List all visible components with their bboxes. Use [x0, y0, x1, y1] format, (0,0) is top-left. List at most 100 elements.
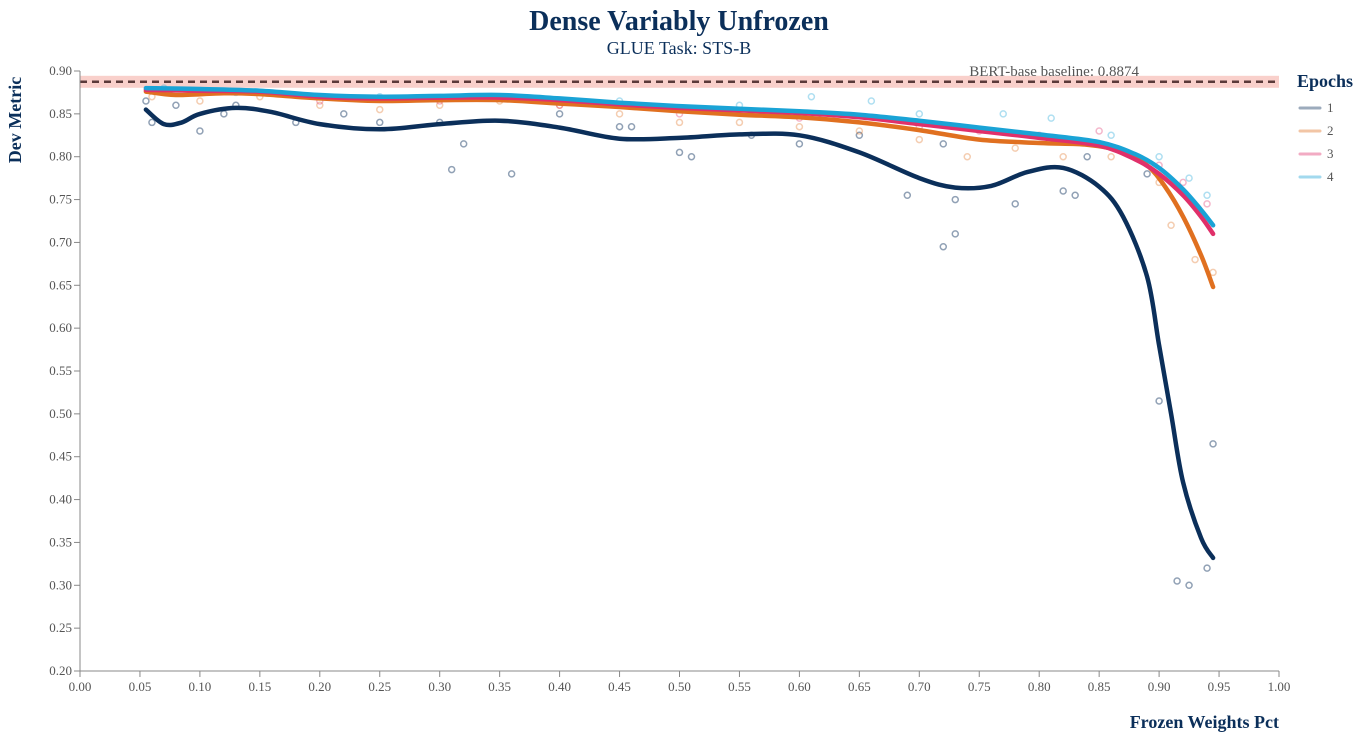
chart-title: Dense Variably Unfrozen	[529, 6, 829, 37]
scatter-point-epoch-2	[615, 110, 624, 118]
scatter-point-epoch-2	[316, 101, 324, 110]
trend-line-epoch-1	[143, 105, 1216, 561]
scatter-point-epoch-1	[1083, 152, 1091, 161]
scatter-point-epoch-1	[196, 127, 204, 135]
x-tick-label: 0.00	[69, 679, 92, 694]
scatter-point-epoch-1	[172, 101, 180, 110]
scatter-point-epoch-1	[951, 195, 960, 204]
baseline	[80, 75, 1279, 88]
y-tick-label: 0.70	[49, 234, 72, 249]
scatter-point-epoch-1	[615, 122, 624, 131]
scatter-point-epoch-4	[807, 92, 816, 101]
scatter-point-epoch-4	[1203, 191, 1211, 200]
scatter-point-epoch-2	[795, 122, 804, 131]
scatter-point-epoch-2	[675, 118, 684, 127]
y-tick-label: 0.50	[49, 406, 72, 421]
scatter-point-epoch-1	[340, 110, 348, 118]
scatter-point-epoch-2	[376, 105, 384, 114]
scatter-point-epoch-4	[999, 110, 1007, 118]
x-tick-label: 0.50	[668, 679, 691, 694]
y-tick-label: 0.60	[49, 320, 72, 335]
x-tick-label: 0.45	[608, 679, 631, 694]
trend-lines	[143, 85, 1216, 561]
x-tick-label: 0.35	[488, 679, 511, 694]
legend-label-epoch-3: 3	[1327, 146, 1334, 161]
scatter-point-epoch-1	[1071, 191, 1079, 200]
x-tick-label: 0.90	[1148, 679, 1171, 694]
scatter-point-epoch-2	[1059, 152, 1067, 161]
x-axis-label: Frozen Weights Pct	[1130, 712, 1279, 732]
scatter-point-epoch-1	[142, 97, 150, 105]
y-tick-label: 0.25	[49, 620, 72, 635]
y-tick-label: 0.30	[49, 577, 72, 592]
scatter-point-epoch-1	[1209, 440, 1217, 448]
scatter-point-epoch-1	[376, 118, 384, 127]
scatter-point-epoch-2	[915, 135, 924, 144]
scatter-point-epoch-4	[1047, 114, 1055, 122]
scatter-point-epoch-1	[1203, 564, 1211, 572]
x-tick-label: 0.80	[1028, 679, 1051, 694]
scatter-point-epoch-2	[1107, 152, 1115, 161]
y-tick-label: 0.80	[49, 149, 72, 164]
scatter-point-epoch-2	[735, 118, 744, 127]
scatter-point-epoch-4	[1107, 131, 1115, 140]
scatter-point-epoch-4	[1185, 174, 1193, 182]
scatter-point-epoch-1	[447, 165, 456, 174]
scatter-point-epoch-1	[1173, 577, 1181, 585]
x-tick-label: 0.25	[368, 679, 391, 694]
scatter-point-epoch-1	[939, 242, 948, 251]
x-tick-label: 0.75	[968, 679, 991, 694]
y-tick-label: 0.40	[49, 492, 72, 507]
x-tick-label: 0.05	[129, 679, 152, 694]
scatter-point-epoch-2	[1011, 144, 1019, 152]
x-tick-label: 0.65	[848, 679, 871, 694]
y-tick-label: 0.45	[49, 449, 72, 464]
scatter-point-epoch-1	[939, 140, 948, 148]
baseline-band	[80, 75, 1279, 88]
scatter-point-epoch-1	[1143, 170, 1151, 178]
legend: Epochs 1 2 3 4	[1297, 71, 1353, 184]
legend-label-epoch-1: 1	[1327, 100, 1334, 115]
legend-title: Epochs	[1297, 71, 1353, 91]
x-tick-label: 0.40	[548, 679, 571, 694]
scatter-point-epoch-3	[1095, 127, 1103, 135]
scatter-point-epoch-1	[459, 140, 468, 148]
scatter-point-epoch-1	[507, 170, 516, 178]
scatter-point-epoch-2	[963, 152, 972, 161]
y-tick-label: 0.75	[49, 192, 72, 207]
chart-subtitle: GLUE Task: STS-B	[607, 38, 751, 58]
x-tick-label: 0.30	[428, 679, 451, 694]
scatter-point-epoch-2	[1191, 255, 1199, 264]
scatter-point-epoch-4	[1155, 152, 1163, 161]
legend-label-epoch-4: 4	[1327, 169, 1334, 184]
scatter-point-epoch-1	[795, 140, 804, 148]
y-axis: 0.20 0.25 0.30 0.35 0.40 0.45 0.50 0.55 0.60 0.65…	[49, 63, 81, 678]
x-tick-label: 0.95	[1208, 679, 1231, 694]
scatter-point-epoch-1	[687, 152, 696, 161]
scatter-point-epoch-1	[1059, 187, 1067, 195]
x-tick-label: 0.60	[788, 679, 811, 694]
scatter-point-epoch-1	[555, 110, 564, 118]
y-tick-label: 0.55	[49, 363, 72, 378]
y-tick-label: 0.35	[49, 534, 72, 549]
y-tick-label: 0.65	[49, 277, 72, 292]
x-tick-label: 1.00	[1268, 679, 1291, 694]
y-tick-label: 0.90	[49, 63, 72, 78]
y-axis-label: Dev Metric	[5, 77, 25, 163]
scatter-point-epoch-1	[675, 148, 684, 157]
scatter-point-epoch-4	[867, 97, 876, 105]
scatter-point-epoch-3	[1179, 178, 1187, 187]
scatter-point-epoch-1	[148, 118, 156, 127]
scatter-point-epoch-3	[1203, 200, 1211, 208]
trend-line-epoch-4	[143, 85, 1216, 228]
scatter-point-epoch-1	[855, 131, 864, 140]
y-tick-label: 0.20	[49, 663, 72, 678]
scatter-point-epoch-1	[1185, 581, 1193, 590]
scatter-point-epoch-2	[855, 127, 864, 135]
scatter-point-epoch-4	[915, 110, 924, 118]
scatter-point-epoch-1	[220, 110, 228, 118]
x-tick-label: 0.85	[1088, 679, 1111, 694]
x-tick-label: 0.15	[248, 679, 271, 694]
scatter-point-epoch-2	[196, 97, 204, 105]
